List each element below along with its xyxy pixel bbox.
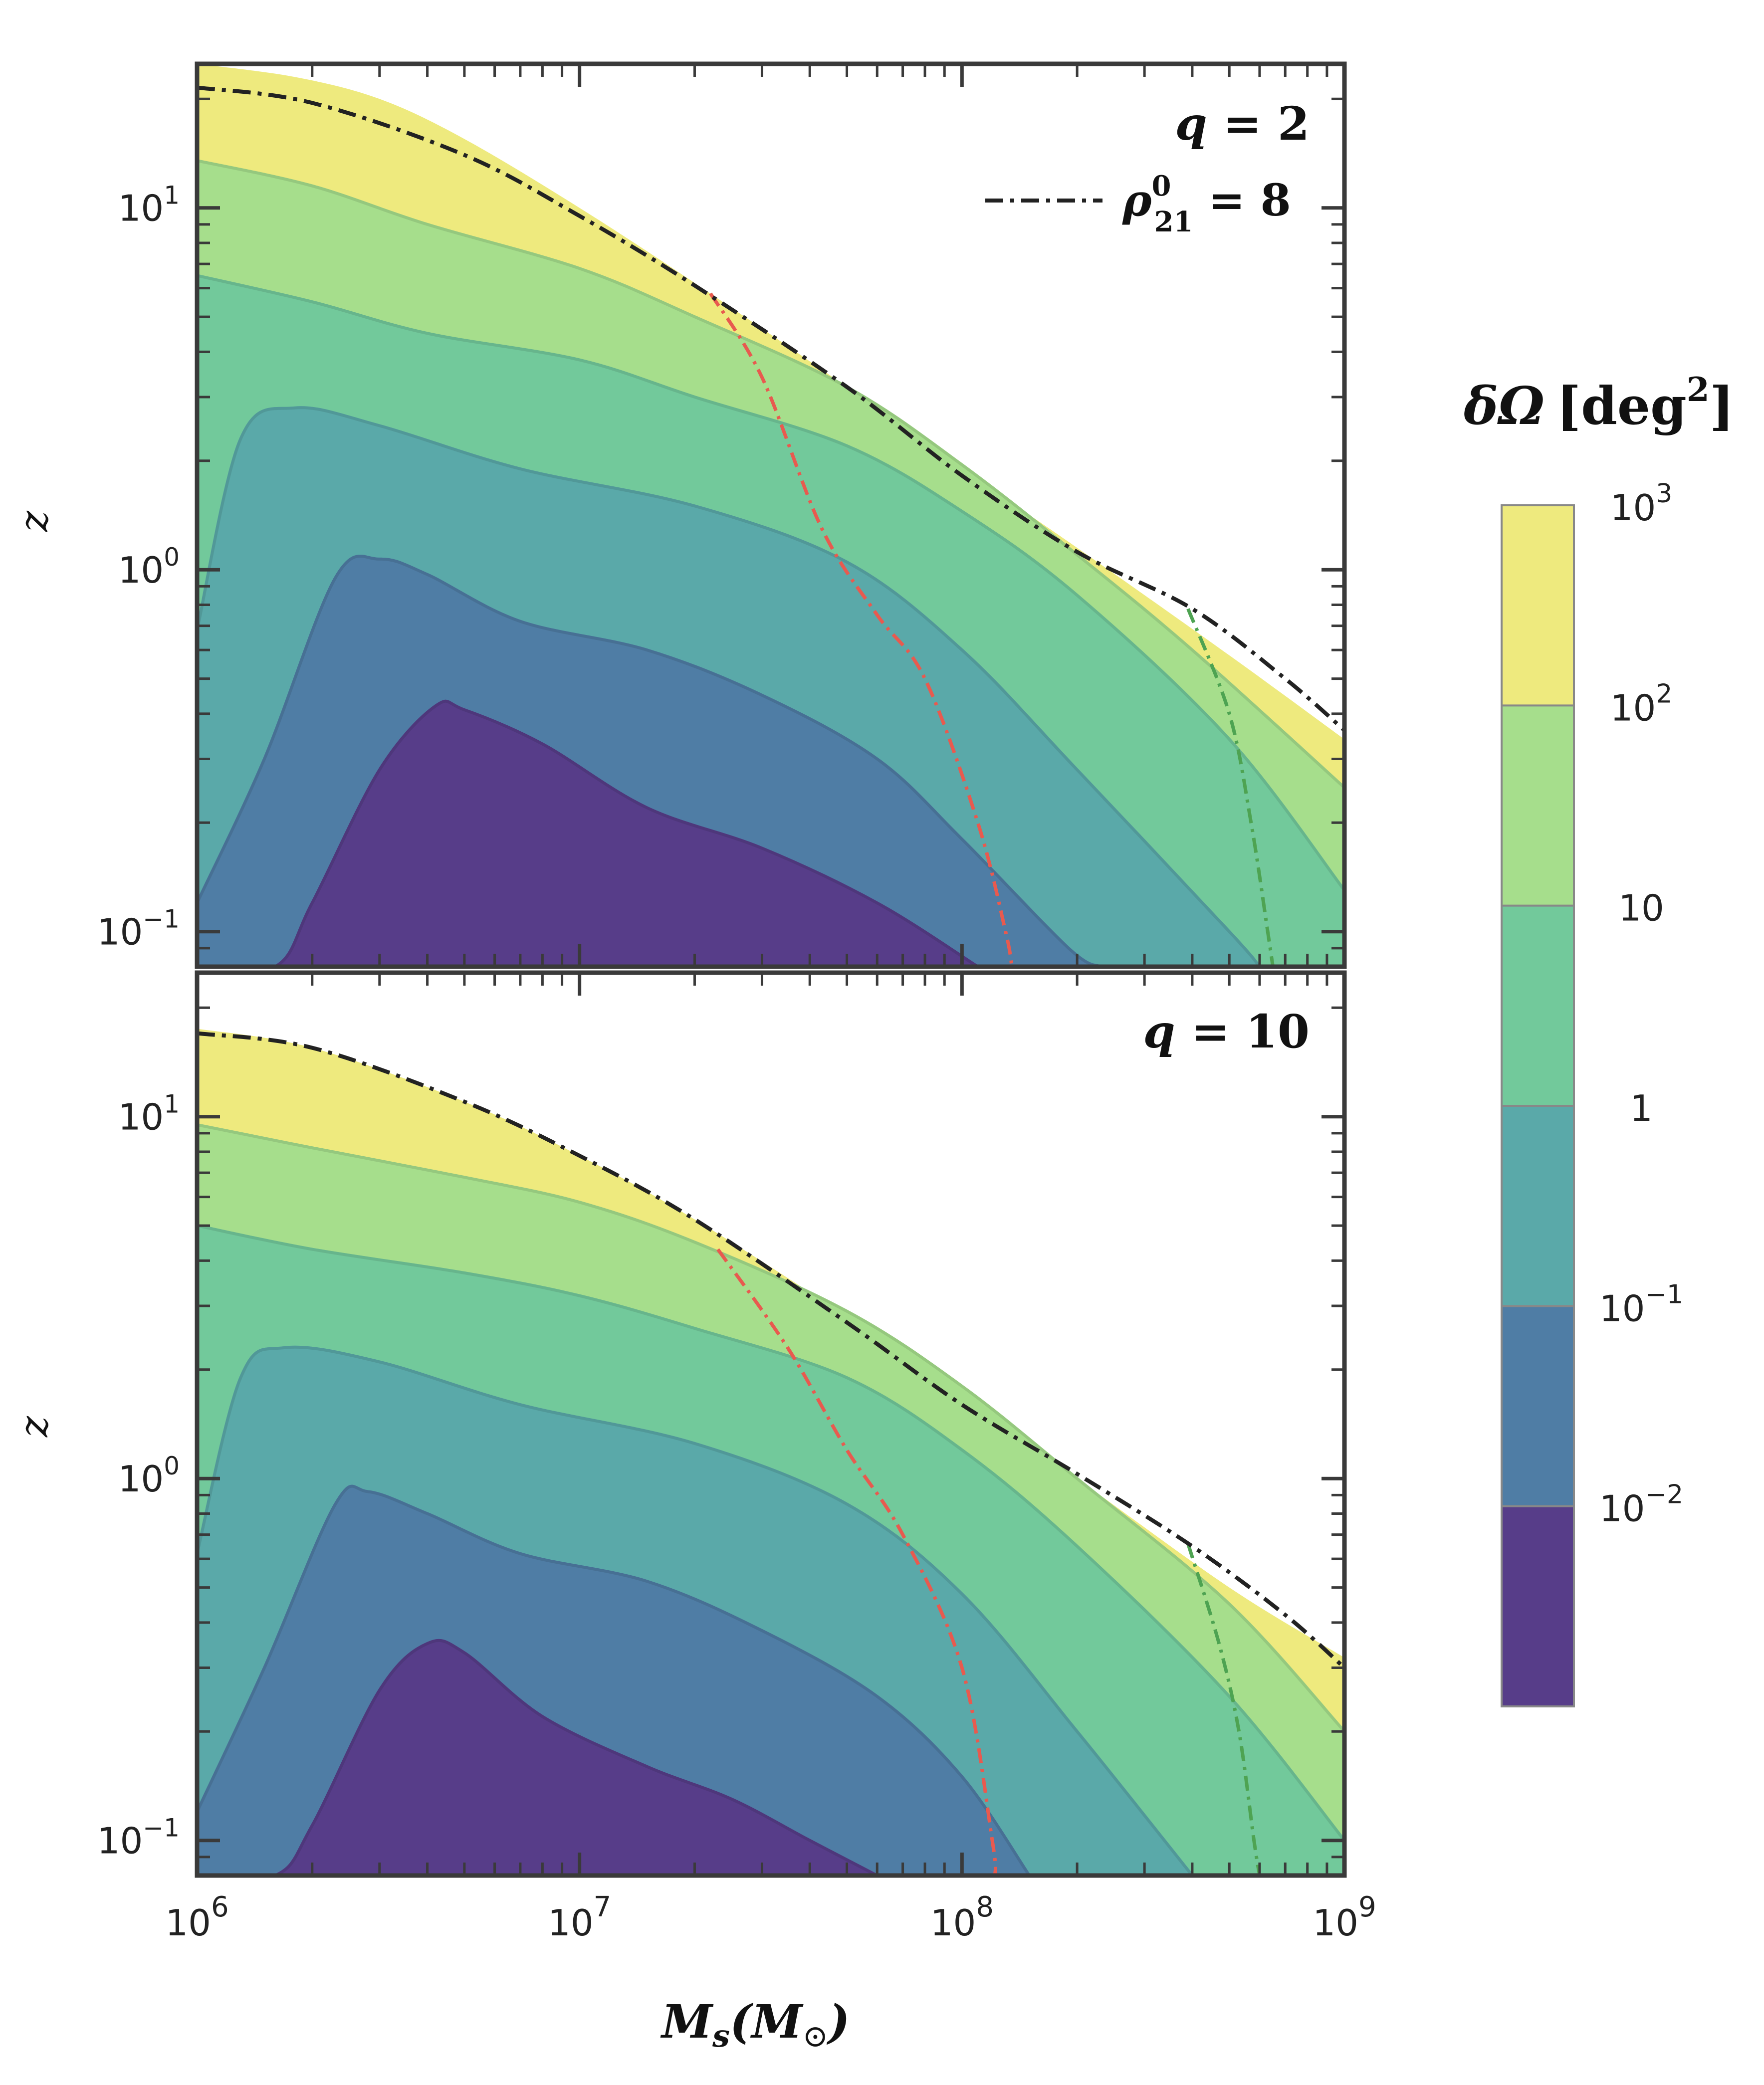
bottom-green-line <box>1186 1543 1262 1876</box>
top-red-line <box>709 292 1014 967</box>
colorbar-cell <box>1502 705 1574 906</box>
x-tick-label: 107 <box>548 1891 611 1944</box>
colorbar-label: 10−1 <box>1599 1279 1683 1329</box>
legend-threshold-label: ρ0 21 = 8 <box>1122 170 1291 238</box>
bottom-ylabel: z <box>10 1416 57 1438</box>
bottom-contour-edge-2 <box>197 1224 1344 1842</box>
top-contour-edge-3 <box>197 406 1261 967</box>
colorbar-cell <box>1502 1506 1574 1706</box>
top-frame <box>195 61 1347 969</box>
bottom-annotation-val: 10 <box>1246 1005 1310 1058</box>
colorbar-cell <box>1502 1306 1574 1506</box>
top-contour-fills <box>197 64 1344 967</box>
bottom-y-tick-label: 100 <box>118 1452 180 1500</box>
colorbar-label: 10−2 <box>1599 1480 1683 1530</box>
top-legend: ρ0 21 = 8 <box>985 170 1291 238</box>
colorbar-cell <box>1502 505 1574 706</box>
colorbar-label: 102 <box>1610 679 1673 729</box>
top-ylabel: z <box>10 510 57 532</box>
top-contour-edge-2 <box>197 274 1344 891</box>
colorbar-cells <box>1502 505 1574 1706</box>
bottom-annotation: q = 10 <box>1143 1005 1310 1058</box>
x-tick-label: 108 <box>930 1891 994 1944</box>
bottom-threshold-line <box>197 1031 1344 1669</box>
bottom-annotation-var: q <box>1143 1005 1175 1058</box>
top-annotation-val: 2 <box>1278 97 1310 151</box>
colorbar-cell <box>1502 905 1574 1106</box>
bottom-y-tick-label: 10−1 <box>97 1814 180 1862</box>
colorbar-cell <box>1502 1106 1574 1306</box>
bottom-contour-edge-3 <box>197 1345 1194 1876</box>
colorbar-label: 10 <box>1618 887 1664 929</box>
colorbar: δΩ [deg2] 10−2 10−1 1 10 102 103 <box>1463 370 1734 1707</box>
top-threshold-line <box>197 85 1344 732</box>
colorbar-labels: 10−2 10−1 1 10 102 103 <box>1599 479 1683 1530</box>
colorbar-label: 103 <box>1610 479 1673 529</box>
bottom-annotation-eq: = <box>1175 1005 1246 1058</box>
top-panel: 10−1 100 101 q = 2 ρ0 21 = 8 <box>97 61 1347 969</box>
top-y-tick-label: 100 <box>118 543 180 591</box>
bottom-curves <box>197 1031 1344 1876</box>
top-contour-edge-5 <box>197 699 979 967</box>
colorbar-label: 1 <box>1630 1087 1653 1129</box>
bottom-ticks: 10−1 100 101 106 107 108 109 <box>97 973 1376 1944</box>
top-green-line <box>1186 608 1275 967</box>
bottom-contour-fills <box>197 1029 1344 1876</box>
bottom-contour-edge-5 <box>197 1639 878 1876</box>
top-annotation-eq: = <box>1207 97 1278 151</box>
top-curves <box>197 85 1344 967</box>
top-annotation: q = 2 <box>1175 97 1310 151</box>
top-contour-edge-1 <box>197 159 1344 789</box>
top-contour-edge-4 <box>197 555 1102 967</box>
bottom-y-tick-label: 101 <box>118 1090 180 1138</box>
x-tick-label: 109 <box>1313 1891 1376 1944</box>
top-y-tick-label: 101 <box>118 181 180 229</box>
xlabel: Ms(M⊙) <box>660 1995 850 2054</box>
top-y-tick-label: 10−1 <box>97 905 180 953</box>
bottom-contour-edge-4 <box>197 1484 1031 1876</box>
colorbar-title: δΩ [deg2] <box>1463 370 1734 436</box>
bottom-panel: 10−1 100 101 106 107 108 109 q = 10 <box>97 970 1376 1944</box>
bottom-red-line <box>716 1248 998 1876</box>
bottom-contour-edge-1 <box>197 1123 1344 1733</box>
x-tick-label: 106 <box>165 1891 228 1944</box>
top-annotation-var: q <box>1175 97 1207 151</box>
bottom-frame <box>195 970 1347 1878</box>
colorbar-frame <box>1501 504 1575 1707</box>
